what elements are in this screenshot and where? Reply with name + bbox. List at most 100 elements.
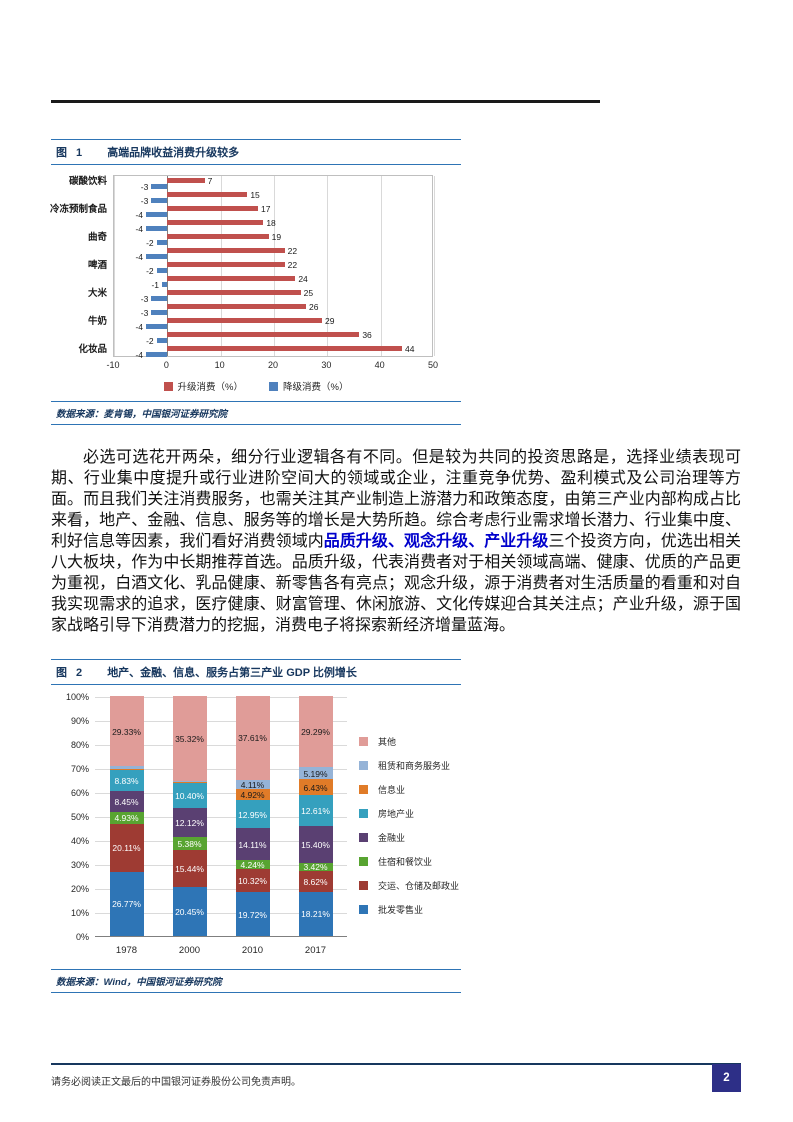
- chart1-upgrade-bar: [167, 219, 264, 225]
- chart1-downgrade-bar: [146, 253, 168, 259]
- chart2-segment-房地产业: [172, 782, 207, 808]
- chart1-x-tick-label: 20: [267, 360, 279, 370]
- chart2-legend-item: 其他: [359, 735, 459, 748]
- chart2-segment-金融业: [109, 791, 144, 812]
- chart1-upgrade-value: 19: [271, 231, 282, 242]
- chart1-upgrade-value: 22: [287, 259, 298, 270]
- chart1-category-label: 曲奇: [87, 232, 107, 243]
- chart2-segment-label: 8.83%: [114, 776, 139, 787]
- figure-1-source: 数据来源：麦肯锡，中国银河证券研究院: [51, 401, 461, 425]
- upgrade-consumption-bar-chart: 碳酸饮料 冷冻预制食品 曲奇 啤酒 大米 牛奶 化妆品 7 -3 15 -3 17 -4 18 -4 19 -…: [50, 175, 461, 359]
- chart2-segment-信息业: [172, 781, 207, 783]
- chart1-upgrade-value: 7: [207, 175, 213, 186]
- chart2-segment-label: 5.19%: [303, 768, 328, 779]
- legend-swatch: [359, 905, 368, 914]
- chart2-segment-信息业: [109, 768, 144, 771]
- chart2-legend: 其他 租赁和商务服务业 信息业 房地产业 金融业 住宿和餐饮业 交运、仓储及邮政业 批发零售业: [359, 735, 459, 916]
- chart2-segment-label: 29.33%: [112, 726, 141, 737]
- paragraph-highlight: 品质升级、观念升级、产业升级: [323, 533, 549, 550]
- chart2-segment-其他: [235, 696, 270, 780]
- chart1-downgrade-value: -3: [140, 293, 149, 304]
- chart1-gridline: [380, 176, 382, 356]
- chart1-category-label: 牛奶: [87, 316, 107, 327]
- chart2-gridline: [95, 769, 347, 770]
- chart1-x-tick-label: 50: [427, 360, 439, 370]
- legend-swatch: [359, 881, 368, 890]
- chart2-segment-交运、仓储及邮政业: [109, 823, 144, 872]
- chart2-segment-房地产业: [298, 795, 333, 826]
- chart1-upgrade-value: 18: [266, 217, 276, 228]
- chart2-gridline: [95, 745, 347, 746]
- chart2-segment-label: 4.92%: [240, 789, 265, 800]
- chart2-segment-label: 37.61%: [238, 733, 267, 744]
- figure-2: 图 2 地产、金融、信息、服务占第三产业 GDP 比例增长 26.77% 20.1…: [51, 659, 461, 993]
- chart2-segment-租赁和商务服务业: [109, 766, 144, 769]
- legend-label: 降级消费（%）: [283, 382, 349, 393]
- chart1-upgrade-bar: [167, 261, 285, 267]
- chart1-legend-item: 升级消费（%）: [163, 379, 243, 393]
- chart1-upgrade-value: 25: [303, 287, 314, 298]
- chart2-segment-批发零售业: [109, 871, 144, 936]
- footer-rule: [51, 1063, 741, 1065]
- chart1-plot: 7 -3 15 -3 17 -4 18 -4 19 -2 22 -4 22 -2 24 -1 25 -3 26 -3 2…: [113, 175, 435, 359]
- chart2-legend-item: 住宿和餐饮业: [359, 855, 459, 868]
- chart2-segment-金融业: [235, 828, 270, 860]
- figure-2-title: 地产、金融、信息、服务占第三产业 GDP 比例增长: [107, 667, 357, 679]
- chart2-segment-label: 3.42%: [303, 862, 328, 873]
- chart1-x-tick-label: 0: [163, 360, 169, 370]
- chart2-y-tick-label: 0%: [75, 932, 89, 942]
- chart1-downgrade-bar: [156, 267, 168, 273]
- chart1-downgrade-bar: [162, 281, 168, 287]
- chart2-segment-label: 4.11%: [240, 779, 265, 790]
- chart1-downgrade-value: -4: [135, 209, 143, 220]
- chart1-upgrade-value: 26: [309, 301, 319, 312]
- chart2-segment-租赁和商务服务业: [235, 779, 270, 789]
- chart1-upgrade-bar: [167, 275, 296, 281]
- page-number-badge: 2: [712, 1064, 741, 1092]
- chart2-gridline: [95, 721, 347, 722]
- legend-label: 信息业: [378, 785, 406, 795]
- chart1-upgrade-value: 24: [298, 273, 308, 284]
- chart2-gridline: [95, 817, 347, 818]
- figure-1-title: 高端品牌收益消费升级较多: [107, 147, 240, 159]
- figure-1: 图 1 高端品牌收益消费升级较多 碳酸饮料 冷冻预制食品 曲奇 啤酒 大米 牛奶 化妆品 7…: [50, 139, 461, 425]
- chart2-y-tick-label: 70%: [70, 764, 89, 774]
- chart2-gridline: [95, 889, 347, 890]
- figure-2-source: 数据来源：Wind，中国银河证券研究院: [51, 969, 461, 993]
- chart1-x-tick-label: 40: [374, 360, 385, 370]
- chart2-segment-label: 35.32%: [175, 733, 204, 744]
- chart1-downgrade-value: -3: [140, 195, 149, 206]
- chart2-segment-住宿和餐饮业: [172, 836, 207, 850]
- chart2-gridline: [95, 793, 347, 794]
- legend-label: 住宿和餐饮业: [378, 857, 433, 867]
- chart1-upgrade-bar: [167, 205, 258, 211]
- figure-1-label: 图 1: [56, 147, 86, 159]
- chart1-x-axis: -10 0 10 20 30 40 50: [106, 360, 438, 372]
- legend-swatch: [359, 785, 368, 794]
- chart2-segment-其他: [298, 696, 333, 767]
- chart2-segment-label: 6.43%: [303, 782, 328, 793]
- legend-label: 升级消费（%）: [177, 382, 243, 393]
- legend-swatch: [359, 809, 368, 818]
- legend-label: 批发零售业: [378, 905, 424, 915]
- chart2-gridline: [95, 865, 347, 866]
- chart1-x-tick-label: 10: [214, 360, 225, 370]
- chart1-upgrade-value: 44: [405, 343, 415, 354]
- chart2-segment-label: 8.45%: [114, 797, 139, 808]
- footer-disclaimer: 请务必阅读正文最后的中国银河证券股份公司免责声明。: [51, 1077, 301, 1088]
- chart1-upgrade-value: 15: [250, 189, 260, 200]
- chart2-segment-label: 15.44%: [175, 863, 204, 874]
- chart2-y-tick-label: 40%: [70, 836, 89, 846]
- chart1-upgrade-bar: [167, 345, 402, 351]
- chart1-upgrade-bar: [167, 331, 360, 337]
- figure-2-label: 图 2: [56, 667, 86, 679]
- chart2-segment-租赁和商务服务业: [172, 780, 207, 782]
- chart2-segment-房地产业: [109, 770, 144, 792]
- chart2-segment-label: 20.11%: [112, 843, 141, 854]
- chart1-upgrade-bar: [167, 233, 269, 239]
- chart2-segment-其他: [172, 696, 207, 781]
- chart1-legend-item: 降级消费（%）: [269, 379, 348, 393]
- chart1-upgrade-bar: [167, 177, 205, 183]
- chart2-segment-label: 20.45%: [175, 906, 204, 917]
- chart2-segment-label: 8.62%: [303, 876, 328, 887]
